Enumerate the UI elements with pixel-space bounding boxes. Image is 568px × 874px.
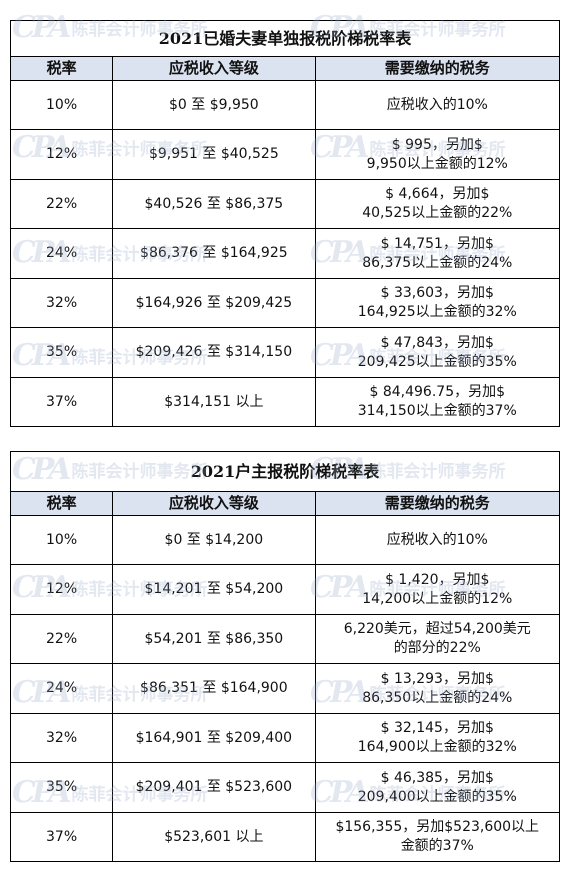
header-rate: 税率: [9, 491, 114, 516]
tax-cell: $ 1,420，另加$ 14,200以上金额的12%: [314, 564, 561, 615]
table-row: 22% $40,526 至 $86,375 $ 4,664，另加$ 40,525以…: [9, 179, 561, 229]
tax-line-2: 86,350以上金额的24%: [362, 689, 513, 706]
rate-cell: 35%: [9, 762, 114, 813]
rate-cell: 12%: [9, 129, 114, 180]
tax-line-1: $156,355，另加$523,600以上: [335, 819, 540, 835]
tax-cell: $ 84,496.75，另加$ 314,150以上金额的37%: [314, 377, 561, 427]
tax-table-head-of-household: 2021户主报税阶梯税率表 税率 应税收入等级 需要缴纳的税务 10% $0 至…: [9, 451, 561, 862]
table-title: 2021已婚夫妻单独报税阶梯税率表: [10, 20, 560, 57]
tax-cell: 6,220美元，超过54,200美元 的部分的22%: [314, 614, 561, 664]
tax-cell: $ 32,145，另加$ 164,900以上金额的32%: [314, 713, 561, 763]
tax-cell: $ 13,293，另加$ 86,350以上金额的24%: [314, 663, 561, 714]
bracket-cell: $14,201 至 $54,200: [112, 564, 316, 615]
tax-line-2: 的部分的22%: [393, 640, 481, 656]
bracket-cell: $54,201 至 $86,350: [112, 614, 316, 664]
table-row: 32% $164,901 至 $209,400 $ 32,145，另加$ 164,…: [9, 713, 561, 763]
header-bracket: 应税收入等级: [112, 491, 316, 516]
tax-line-1: $ 84,496.75，另加$: [369, 384, 506, 400]
tax-line-1: 6,220美元，超过54,200美元: [343, 621, 531, 637]
tax-line-1: $ 47,843，另加$: [380, 334, 494, 351]
rate-cell: 32%: [9, 713, 114, 763]
tax-line-1: $ 995，另加$: [391, 136, 483, 153]
bracket-cell: $164,926 至 $209,425: [112, 278, 316, 328]
table-row: 24% $86,351 至 $164,900 $ 13,293，另加$ 86,35…: [9, 663, 561, 714]
table-row: 10% $0 至 $14,200 应税收入的10%: [9, 515, 561, 565]
bracket-cell: $209,426 至 $314,150: [112, 327, 316, 378]
rate-cell: 12%: [9, 564, 114, 615]
rate-cell: 24%: [9, 228, 114, 279]
tax-line-1: $ 4,664，另加$: [385, 186, 490, 202]
tax-line-2: 86,375以上金额的24%: [362, 254, 513, 271]
tax-cell: $ 14,751，另加$ 86,375以上金额的24%: [314, 228, 561, 279]
rate-cell: 10%: [9, 80, 114, 130]
table-row: 35% $209,401 至 $523,600 $ 46,385，另加$ 209,…: [9, 762, 561, 813]
header-bracket: 应税收入等级: [112, 56, 316, 81]
tax-line-2: 164,925以上金额的32%: [357, 304, 517, 320]
rate-cell: 10%: [9, 515, 114, 565]
table-row: 22% $54,201 至 $86,350 6,220美元，超过54,200美元…: [9, 614, 561, 664]
tax-cell: 应税收入的10%: [314, 80, 561, 130]
tax-line-1: $ 1,420，另加$: [385, 571, 490, 588]
bracket-cell: $9,951 至 $40,525: [112, 129, 316, 180]
rate-cell: 32%: [9, 278, 114, 328]
tax-line-1: 应税收入的10%: [386, 96, 488, 113]
tax-cell: $ 33,603，另加$ 164,925以上金额的32%: [314, 278, 561, 328]
rate-cell: 24%: [9, 663, 114, 714]
tax-line-2: 9,950以上金额的12%: [366, 155, 508, 172]
table-row: 24% $86,376 至 $164,925 $ 14,751，另加$ 86,37…: [9, 228, 561, 279]
tax-cell: 应税收入的10%: [314, 515, 561, 565]
tax-cell: $ 46,385，另加$ 209,400以上金额的35%: [314, 762, 561, 813]
bracket-cell: $0 至 $14,200: [112, 515, 316, 565]
header-rate: 税率: [9, 56, 114, 81]
tax-line-1: 应税收入的10%: [386, 531, 488, 548]
rate-cell: 22%: [9, 614, 114, 664]
bracket-cell: $40,526 至 $86,375: [112, 179, 316, 229]
table-row: 37% $314,151 以上 $ 84,496.75，另加$ 314,150以上…: [9, 377, 561, 427]
tax-table-married-separate: 2021已婚夫妻单独报税阶梯税率表 税率 应税收入等级 需要缴纳的税务 10% …: [9, 20, 561, 427]
table-row: 37% $523,601 以上 $156,355，另加$523,600以上 金额的…: [9, 812, 561, 862]
header-tax: 需要缴纳的税务: [314, 491, 561, 516]
tax-cell: $ 4,664，另加$ 40,525以上金额的22%: [314, 179, 561, 229]
bracket-cell: $209,401 至 $523,600: [112, 762, 316, 813]
tax-line-2: 164,900以上金额的32%: [357, 739, 517, 755]
tax-cell: $ 995，另加$ 9,950以上金额的12%: [314, 129, 561, 180]
tax-line-2: 314,150以上金额的37%: [357, 403, 517, 419]
tax-line-1: $ 46,385，另加$: [380, 769, 494, 786]
table-row: 12% $9,951 至 $40,525 $ 995，另加$ 9,950以上金额的…: [9, 129, 561, 180]
rate-cell: 35%: [9, 327, 114, 378]
tax-line-2: 209,425以上金额的35%: [357, 353, 517, 370]
bracket-cell: $523,601 以上: [112, 812, 316, 862]
rate-cell: 22%: [9, 179, 114, 229]
rate-cell: 37%: [9, 377, 114, 427]
table-row: 10% $0 至 $9,950 应税收入的10%: [9, 80, 561, 130]
bracket-cell: $164,901 至 $209,400: [112, 713, 316, 763]
tax-line-1: $ 14,751，另加$: [380, 235, 494, 252]
tax-line-2: 金额的37%: [400, 838, 474, 854]
tax-line-2: 209,400以上金额的35%: [357, 788, 517, 805]
bracket-cell: $314,151 以上: [112, 377, 316, 427]
bracket-cell: $86,376 至 $164,925: [112, 228, 316, 279]
tax-cell: $ 47,843，另加$ 209,425以上金额的35%: [314, 327, 561, 378]
table-row: 35% $209,426 至 $314,150 $ 47,843，另加$ 209,…: [9, 327, 561, 378]
tax-line-2: 14,200以上金额的12%: [362, 590, 513, 607]
tax-cell: $156,355，另加$523,600以上 金额的37%: [314, 812, 561, 862]
rate-cell: 37%: [9, 812, 114, 862]
header-tax: 需要缴纳的税务: [314, 56, 561, 81]
table-row: 32% $164,926 至 $209,425 $ 33,603，另加$ 164,…: [9, 278, 561, 328]
tax-line-1: $ 13,293，另加$: [380, 670, 494, 687]
table-row: 12% $14,201 至 $54,200 $ 1,420，另加$ 14,200以…: [9, 564, 561, 615]
tax-line-1: $ 32,145，另加$: [380, 720, 494, 736]
bracket-cell: $0 至 $9,950: [112, 80, 316, 130]
tax-line-2: 40,525以上金额的22%: [362, 205, 513, 221]
table-title: 2021户主报税阶梯税率表: [10, 451, 560, 492]
tax-line-1: $ 33,603，另加$: [380, 285, 494, 301]
bracket-cell: $86,351 至 $164,900: [112, 663, 316, 714]
